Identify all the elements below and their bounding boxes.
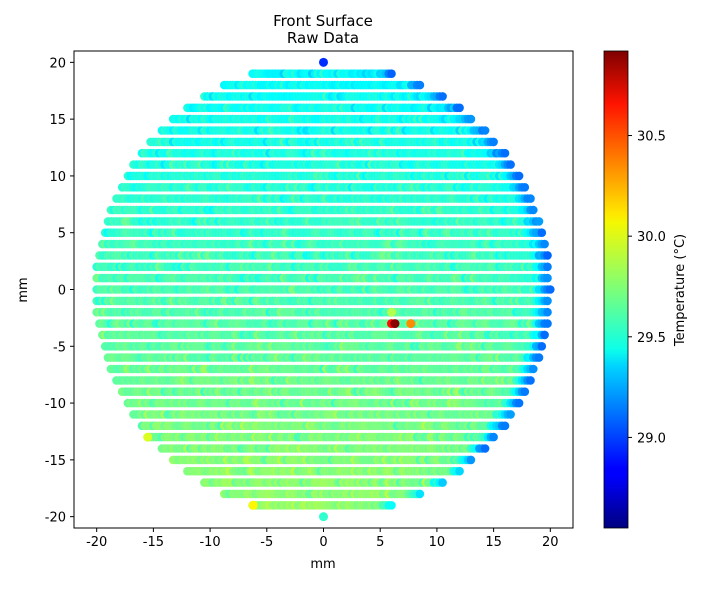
scatter-point (500, 421, 510, 431)
scatter-point (537, 228, 547, 237)
scatter-point (387, 501, 396, 510)
scatter-point (537, 342, 547, 351)
scatter-point (543, 307, 552, 317)
scatter-point (543, 296, 552, 306)
scatter-point (546, 285, 555, 294)
scatter-point (480, 126, 490, 135)
scatter-point (543, 273, 552, 283)
scatter-point (540, 330, 549, 340)
scatter-points (92, 57, 555, 522)
scatter-point (514, 171, 524, 181)
scatter-point (540, 239, 549, 249)
scatter-point (543, 251, 552, 260)
scatter-point (506, 410, 515, 419)
chart-title: Front Surface (273, 12, 373, 30)
scatter-point (480, 444, 490, 453)
scatter-point (455, 466, 464, 476)
scatter-point (543, 319, 552, 328)
scatter-point (526, 194, 535, 203)
scatter-point (520, 387, 530, 397)
scatter-point (489, 137, 498, 147)
scatter-point (466, 455, 476, 465)
scatter-point (415, 489, 425, 499)
scatter-point (455, 103, 464, 113)
scatter-point (506, 160, 515, 169)
scatter-point (534, 353, 544, 362)
chart-subtitle: Raw Data (287, 29, 359, 47)
scatter-point (543, 262, 552, 272)
scatter-point (438, 92, 447, 101)
scatter-point (529, 364, 538, 374)
scatter-point (466, 114, 476, 124)
scatter-point (520, 183, 530, 192)
scatter-point (415, 80, 425, 90)
scatter-point (489, 432, 498, 442)
scatter-point (529, 205, 538, 215)
scatter-point (500, 148, 510, 158)
scatter-point (438, 478, 447, 487)
scatter-point (514, 398, 524, 408)
scatter-point (534, 217, 544, 226)
scatter-point (526, 376, 535, 385)
